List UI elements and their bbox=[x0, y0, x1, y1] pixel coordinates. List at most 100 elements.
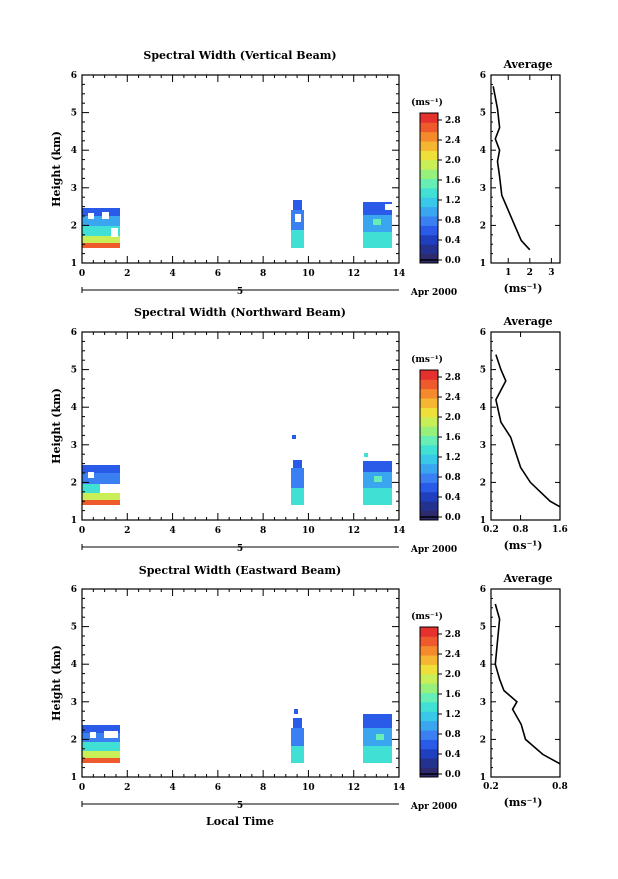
heatmap-cell bbox=[293, 200, 302, 210]
average-x-label: (ms⁻¹) bbox=[504, 796, 543, 809]
x-tick-label: 12 bbox=[347, 526, 360, 536]
colorbar-segment bbox=[420, 683, 438, 694]
colorbar-segment bbox=[420, 197, 438, 208]
colorbar-segment bbox=[420, 739, 438, 750]
y-axis-label: Height (km) bbox=[50, 131, 63, 207]
avg-x-tick-label: 3 bbox=[548, 268, 554, 278]
heatmap-cell bbox=[374, 476, 382, 482]
colorbar-segment bbox=[420, 627, 438, 637]
colorbar-unit: (ms⁻¹) bbox=[411, 611, 443, 622]
x-tick-label: 12 bbox=[347, 269, 360, 279]
x-tick-label: 0 bbox=[79, 526, 85, 536]
heatmap-cell bbox=[363, 202, 392, 215]
average-profile-line bbox=[494, 603, 561, 765]
average-title: Average bbox=[502, 58, 552, 71]
colorbar-tick-label: 0.8 bbox=[445, 473, 461, 483]
x-tick-label: 2 bbox=[124, 783, 130, 793]
panel-eastward-beam: Spectral Width (Eastward Beam) 0 2 4 6 8 10 12… bbox=[50, 564, 568, 828]
colorbar-segment bbox=[420, 664, 438, 675]
heatmap-cell bbox=[82, 226, 120, 236]
colorbar-segment bbox=[420, 748, 438, 759]
colorbar-segment bbox=[420, 655, 438, 665]
heatmap-gap bbox=[100, 484, 120, 493]
date-marker: 5 bbox=[237, 801, 243, 811]
x-tick-label: 12 bbox=[347, 783, 360, 793]
colorbar-tick-label: 2.4 bbox=[445, 393, 461, 403]
heatmap-cell bbox=[82, 742, 120, 751]
colorbar-tick-label: 0.0 bbox=[445, 256, 461, 266]
average-axes: 1 2 3 4 5 6 0.2 0.8 1.6 bbox=[480, 328, 568, 535]
heatmap-cell bbox=[363, 232, 392, 248]
average-profile-line bbox=[492, 86, 531, 251]
colorbar-segment bbox=[420, 159, 438, 170]
colorbar-tick-label: 2.0 bbox=[445, 413, 461, 423]
heatmap-cell bbox=[82, 493, 120, 500]
x-tick-label: 14 bbox=[393, 783, 406, 793]
avg-y-tick-label: 1 bbox=[480, 773, 486, 783]
colorbar-tick-label: 0.4 bbox=[445, 493, 461, 503]
panel-vertical-beam: Spectral Width (Vertical Beam) 0 2 4 6 8 10 12… bbox=[50, 49, 561, 298]
heatmap-cell bbox=[291, 230, 304, 248]
colorbar-segment bbox=[420, 169, 438, 180]
heatmap-cell bbox=[82, 473, 120, 484]
x-tick-label: 2 bbox=[124, 269, 130, 279]
colorbar-tick-label: 2.8 bbox=[445, 116, 461, 126]
y-tick-label: 5 bbox=[71, 109, 77, 119]
heatmap-cell bbox=[376, 734, 384, 740]
heatmap-cell bbox=[82, 725, 120, 733]
y-tick-label: 2 bbox=[71, 735, 77, 745]
avg-y-tick-label: 5 bbox=[480, 623, 486, 633]
x-tick-label: 4 bbox=[169, 526, 175, 536]
colorbar-segment bbox=[420, 370, 438, 380]
avg-y-tick-label: 5 bbox=[480, 366, 486, 376]
colorbar-tick-label: 2.8 bbox=[445, 630, 461, 640]
colorbar-segment bbox=[420, 482, 438, 493]
average-frame bbox=[490, 74, 561, 264]
avg-y-tick-label: 3 bbox=[480, 698, 486, 708]
heatmap-cell bbox=[363, 461, 392, 472]
x-tick-label: 0 bbox=[79, 783, 85, 793]
x-tick-label: 6 bbox=[215, 526, 221, 536]
y-tick-label: 6 bbox=[71, 585, 77, 595]
colorbar-segment bbox=[420, 113, 438, 123]
avg-y-tick-label: 1 bbox=[480, 259, 486, 269]
y-tick-label: 3 bbox=[71, 698, 77, 708]
panel-title: Spectral Width (Northward Beam) bbox=[134, 306, 346, 319]
avg-y-tick-label: 2 bbox=[480, 478, 486, 488]
x-tick-label: 8 bbox=[260, 526, 266, 536]
colorbar-segment bbox=[420, 501, 438, 512]
x-tick-label: 8 bbox=[260, 269, 266, 279]
average-profile-line bbox=[495, 354, 561, 508]
heatmap-gap bbox=[102, 212, 109, 219]
colorbar-segment bbox=[420, 463, 438, 474]
x-tick-label: 4 bbox=[169, 269, 175, 279]
y-tick-label: 1 bbox=[71, 773, 77, 783]
heatmap-cell bbox=[363, 488, 392, 505]
heatmap-cell bbox=[82, 243, 120, 248]
average-title: Average bbox=[502, 572, 552, 585]
x-tick-label: 2 bbox=[124, 526, 130, 536]
date-marker: 5 bbox=[237, 544, 243, 554]
heatmap-cell bbox=[291, 746, 304, 763]
colorbar-tick-label: 0.0 bbox=[445, 770, 461, 780]
avg-x-tick-label: 1 bbox=[505, 268, 511, 278]
heatmap-gap bbox=[88, 213, 94, 219]
colorbar-tick-label: 2.0 bbox=[445, 156, 461, 166]
y-tick-label: 4 bbox=[71, 403, 77, 413]
colorbar-tick-label: 1.2 bbox=[445, 196, 461, 206]
heatmap-cell bbox=[364, 453, 368, 457]
avg-y-tick-label: 6 bbox=[480, 328, 486, 338]
x-tick-label: 6 bbox=[215, 269, 221, 279]
heatmap-cell bbox=[293, 718, 302, 728]
colorbar-segment bbox=[420, 702, 438, 712]
colorbar-segment bbox=[420, 234, 438, 245]
heatmap-cells bbox=[82, 200, 392, 248]
colorbar-segment bbox=[420, 636, 438, 647]
x-tick-label: 8 bbox=[260, 783, 266, 793]
colorbar-segment bbox=[420, 435, 438, 446]
panel-title: Spectral Width (Vertical Beam) bbox=[143, 49, 336, 62]
x-tick-label: 14 bbox=[393, 269, 406, 279]
